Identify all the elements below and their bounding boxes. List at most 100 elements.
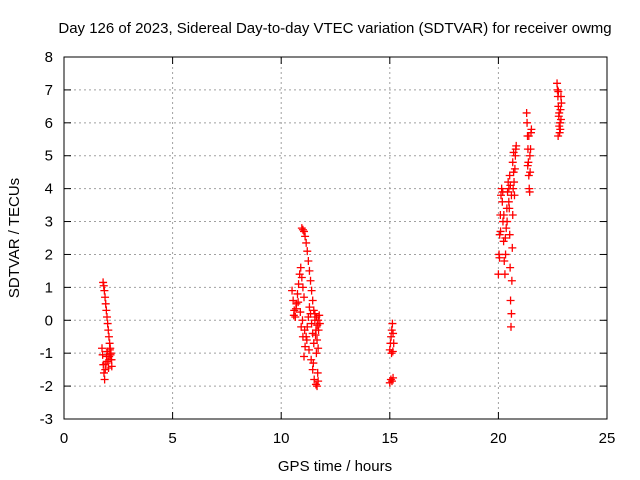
data-point [556,115,565,124]
data-point [98,344,107,353]
data-point [304,257,313,266]
data-point [502,224,511,233]
data-point [294,298,303,307]
y-tick-label: 7 [45,82,53,99]
data-point [522,108,531,117]
data-point [105,345,114,354]
grid [64,57,607,419]
data-point [501,234,510,242]
data-point [505,171,514,180]
y-tick-label: 1 [45,279,53,296]
data-point [556,125,565,134]
data-point [555,108,564,117]
data-point [506,263,515,272]
data-point [306,276,315,285]
data-point [297,273,306,282]
data-point [527,125,536,134]
chart-title: Day 126 of 2023, Sidereal Day-to-day VTE… [58,20,611,37]
data-point [389,329,398,338]
data-point [304,312,313,321]
data-point [499,210,508,219]
data-point [298,332,307,341]
data-point [296,263,305,272]
data-point [308,296,317,305]
data-point [301,232,310,241]
data-point [104,326,113,335]
data-point [305,303,314,312]
y-tick-label: -2 [40,378,53,395]
data-point [309,339,318,348]
data-point [526,145,535,154]
y-tick-label: 2 [45,246,53,263]
data-point [496,227,505,236]
data-point [500,270,509,279]
data-point [504,197,513,206]
x-tick-label: 0 [60,430,68,447]
data-point [289,311,298,320]
data-point [315,311,324,320]
x-tick-label: 15 [381,430,398,447]
y-tick-label: 4 [45,181,53,198]
data-point [309,359,318,368]
data-point [300,293,309,302]
data-point [388,319,397,328]
y-tick-label: 0 [45,312,53,329]
data-point [312,349,321,358]
data-point [297,322,306,331]
data-point [389,339,398,348]
y-tick-label: 5 [45,148,53,165]
data-point [507,309,516,318]
x-tick-label: 10 [273,430,290,447]
data-point [296,308,305,317]
data-point [554,87,563,96]
data-point [102,306,111,315]
data-point [525,187,534,196]
data-point [508,158,517,167]
plot-frame [63,56,608,420]
data-point [523,118,532,127]
data-point [524,131,533,140]
data-point [523,161,532,170]
y-tick-label: -3 [40,411,53,428]
data-point [101,299,110,308]
x-tick-label: 5 [168,430,176,447]
data-point [388,347,397,356]
x-axis-label: GPS time / hours [278,458,392,475]
axis-ticks [63,56,608,420]
data-point [310,375,319,384]
data-point [314,377,323,386]
data-point [554,131,563,140]
data-point [300,227,309,236]
data-point [314,326,323,335]
data-point [298,225,307,234]
data-point [501,250,510,259]
data-markers [98,79,566,391]
data-point [100,375,109,384]
data-point [508,243,517,252]
data-point [507,276,516,285]
y-tick-label: 8 [45,49,53,66]
x-tick-label: 25 [599,430,616,447]
data-point [526,168,535,177]
data-point [301,342,310,351]
data-point [99,281,108,290]
data-point [506,296,515,305]
data-point [291,312,300,321]
data-point [505,230,514,239]
data-point [507,191,516,200]
y-tick-label: 6 [45,115,53,132]
data-point [302,238,311,247]
data-point [98,350,107,359]
data-point [307,319,316,328]
x-tick-labels: 0 5 10 15 20 25 [60,430,616,447]
data-point [104,332,113,341]
data-point [303,247,312,256]
data-point [525,151,534,160]
data-point [308,365,317,374]
data-point [107,355,116,364]
data-point [305,266,314,275]
data-point [508,210,517,219]
y-tick-labels: -3 -2 -1 0 1 2 3 4 5 6 7 8 [40,49,53,428]
data-point [313,382,322,391]
data-point [101,359,110,368]
